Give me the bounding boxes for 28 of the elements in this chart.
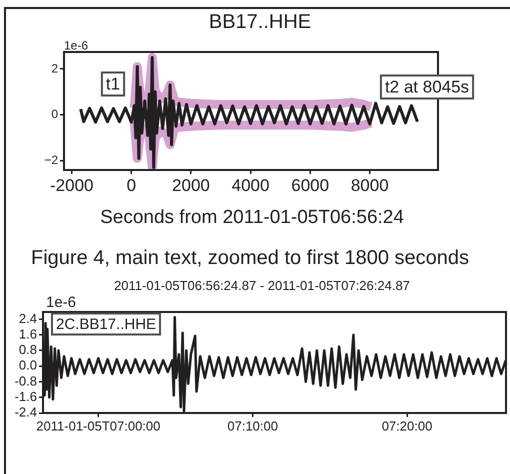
x-tick-label: 8000 [350, 176, 389, 195]
y-tick-label: 0.8 [18, 342, 37, 358]
y-tick-label: -1.6 [14, 388, 37, 404]
annotation: 1e-6 [64, 38, 88, 52]
x-axis-title: Seconds from 2011-01-05T06:56:24 [99, 207, 405, 228]
x-tick-label: 4000 [232, 176, 270, 195]
annotation: t2 at 8045s [384, 78, 470, 97]
x-tick-label: -2000 [50, 176, 94, 195]
x-tick-label: 0 [126, 176, 136, 195]
y-tick-label: 0 [51, 107, 58, 122]
y-tick-label: 0.0 [18, 358, 37, 373]
y-tick-label: −2 [44, 152, 58, 167]
y-tick-label: -2.4 [14, 404, 37, 420]
y-tick-label: -0.8 [14, 373, 37, 388]
x-tick-label: 07:20:00 [382, 418, 432, 434]
x-tick-label: 2000 [172, 176, 210, 195]
y-tick-label: 2.4 [18, 310, 37, 326]
x-tick-label: 6000 [291, 176, 330, 195]
chart-title: Figure 4, main text, zoomed to first 1800 seconds [30, 247, 470, 269]
text: 1e-6 [46, 294, 76, 312]
annotation: 2C.BB17..HHE [56, 316, 156, 334]
annotation: t1 [106, 74, 120, 94]
chart-title: BB17..HHE [208, 11, 312, 33]
y-tick-label: 2 [51, 61, 58, 76]
x-tick-label: 07:10:00 [227, 418, 278, 434]
chart-subtitle: 2011-01-05T06:56:24.87 - 2011-01-05T07:26:24.87 [113, 278, 411, 293]
y-tick-label: 1.6 [18, 326, 37, 342]
x-tick-label: 2011-01-05T07:00:00 [36, 418, 160, 434]
